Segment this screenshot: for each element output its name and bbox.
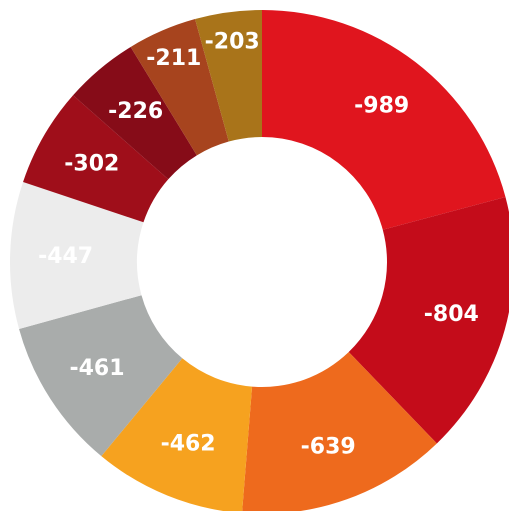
slice-label-0: -989	[354, 94, 409, 119]
donut-slice-2	[242, 352, 437, 511]
donut-slice-8	[130, 19, 229, 156]
slice-label-5: -447	[38, 244, 93, 269]
slice-label-4: -461	[69, 356, 124, 381]
donut-slice-0	[262, 10, 506, 230]
donut-slice-1	[348, 196, 509, 444]
donut-slice-5	[9, 181, 144, 329]
slice-label-9: -203	[205, 30, 260, 55]
donut-slice-7	[73, 46, 197, 180]
donut-slice-3	[101, 358, 253, 511]
donut-slice-9	[195, 10, 262, 142]
labels-group: -989 -804 -639 -462 -461 -447 -302 -226 -211-203	[38, 30, 479, 460]
slice-label-7: -226	[108, 99, 163, 124]
donut-slice-6	[23, 95, 169, 223]
slice-label-8: -211	[146, 46, 201, 71]
slice-label-3: -462	[161, 432, 216, 457]
slice-label-1: -804	[424, 302, 479, 327]
slice-label-2: -639	[301, 435, 356, 460]
slice-label-6: -302	[64, 151, 119, 176]
donut-slice-4	[19, 295, 183, 457]
slices-group	[9, 10, 509, 511]
